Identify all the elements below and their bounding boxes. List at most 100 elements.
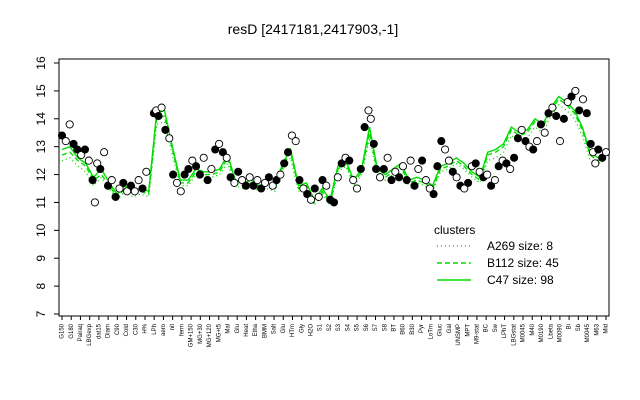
- data-point: [291, 137, 300, 146]
- data-point: [69, 139, 78, 148]
- data-point: [100, 148, 109, 157]
- data-point: [548, 103, 557, 112]
- data-point: [211, 145, 220, 154]
- data-point: [96, 164, 105, 174]
- data-point: [157, 103, 166, 112]
- data-point: [402, 176, 411, 185]
- data-point: [238, 176, 247, 185]
- x-tick-label: H2O: [309, 324, 315, 337]
- x-tick-label: M9-stat: [474, 324, 480, 344]
- y-tick-label: 10: [34, 223, 48, 237]
- data-point: [452, 173, 461, 182]
- x-tick-label: nit: [170, 324, 176, 331]
- data-point: [280, 159, 289, 168]
- data-point: [582, 109, 591, 118]
- x-tick-label: LBGstat: [511, 324, 517, 346]
- data-point: [510, 153, 519, 162]
- data-point: [356, 164, 365, 174]
- data-point: [521, 137, 530, 146]
- x-tick-label: H%: [143, 323, 149, 333]
- data-point: [544, 109, 553, 118]
- x-tick-label: Etha: [253, 323, 259, 336]
- x-tick-label: S3: [336, 323, 342, 331]
- x-tick-label: S2: [327, 323, 333, 331]
- data-point: [154, 111, 163, 121]
- x-tick-label: Heat: [244, 324, 250, 337]
- data-point: [268, 181, 277, 190]
- data-point: [529, 145, 538, 154]
- data-point: [199, 153, 208, 162]
- data-point: [107, 176, 116, 185]
- data-point: [494, 162, 503, 171]
- data-point: [283, 148, 293, 157]
- data-point: [460, 184, 469, 193]
- x-tick-label: aero: [161, 323, 167, 336]
- data-point: [379, 164, 388, 174]
- data-point: [425, 184, 434, 193]
- data-point: [234, 167, 243, 176]
- data-point: [372, 164, 381, 174]
- data-point: [138, 184, 147, 193]
- data-point: [188, 156, 197, 165]
- data-point: [215, 139, 224, 148]
- legend-label-a269: A269 size: 8: [487, 239, 553, 253]
- data-point: [532, 137, 542, 146]
- data-point: [73, 145, 82, 154]
- x-tick-label: G150: [60, 323, 66, 338]
- plot-frame: [58, 58, 610, 317]
- data-point: [142, 167, 151, 176]
- legend-label-b112: B112 size: 45: [487, 256, 559, 270]
- data-point: [555, 137, 565, 146]
- data-point: [591, 159, 600, 168]
- data-point: [536, 120, 545, 129]
- x-tick-label: MG+30: [198, 323, 204, 344]
- x-tick-label: Sw: [493, 323, 499, 332]
- x-tick-label: Glu: [235, 324, 241, 333]
- series-line-dashed: [61, 98, 607, 205]
- data-point: [433, 162, 442, 171]
- y-tick-label: 15: [34, 84, 48, 98]
- data-point: [226, 173, 235, 182]
- data-point: [513, 134, 522, 143]
- y-tick-label: 13: [34, 140, 48, 154]
- data-point: [364, 106, 373, 115]
- x-tick-label: BT: [392, 324, 398, 332]
- data-point: [598, 153, 607, 162]
- data-point: [517, 125, 526, 134]
- data-point: [130, 187, 139, 196]
- x-axis: G150 G180 Pairaq LBGexp dat15 Diam C90 Cold C30 H…: [60, 316, 610, 347]
- data-point: [567, 92, 576, 101]
- data-point: [203, 176, 212, 185]
- x-tick-label: Gluc: [438, 324, 444, 336]
- data-point: [578, 95, 588, 104]
- data-point: [594, 145, 603, 154]
- data-point: [65, 120, 74, 129]
- data-point: [161, 125, 170, 134]
- data-point: [571, 86, 580, 95]
- data-point: [119, 178, 128, 187]
- x-tick-label: S7: [373, 323, 379, 331]
- data-point: [90, 198, 99, 207]
- x-tick-label: Lbeta: [548, 323, 554, 339]
- data-point: [540, 128, 549, 137]
- data-point: [88, 176, 97, 185]
- y-tick-label: 7: [34, 310, 48, 317]
- x-tick-label: M0190: [539, 323, 545, 342]
- data-point: [172, 178, 181, 187]
- data-point: [337, 159, 346, 168]
- data-point: [464, 178, 473, 187]
- x-tick-label: GM+150: [189, 323, 195, 347]
- data-point: [272, 176, 281, 185]
- x-tick-label: B30: [410, 323, 416, 334]
- data-point: [369, 139, 378, 148]
- x-tick-label: Diam: [106, 324, 112, 338]
- data-point: [222, 153, 231, 162]
- data-point: [299, 184, 308, 193]
- x-tick-label: C90: [115, 323, 121, 335]
- x-tick-label: ferm: [179, 324, 185, 336]
- y-tick-label: 12: [34, 168, 48, 182]
- data-point: [103, 181, 113, 190]
- data-point: [276, 170, 285, 179]
- data-point: [333, 173, 342, 182]
- x-tick-label: M40: [530, 323, 536, 335]
